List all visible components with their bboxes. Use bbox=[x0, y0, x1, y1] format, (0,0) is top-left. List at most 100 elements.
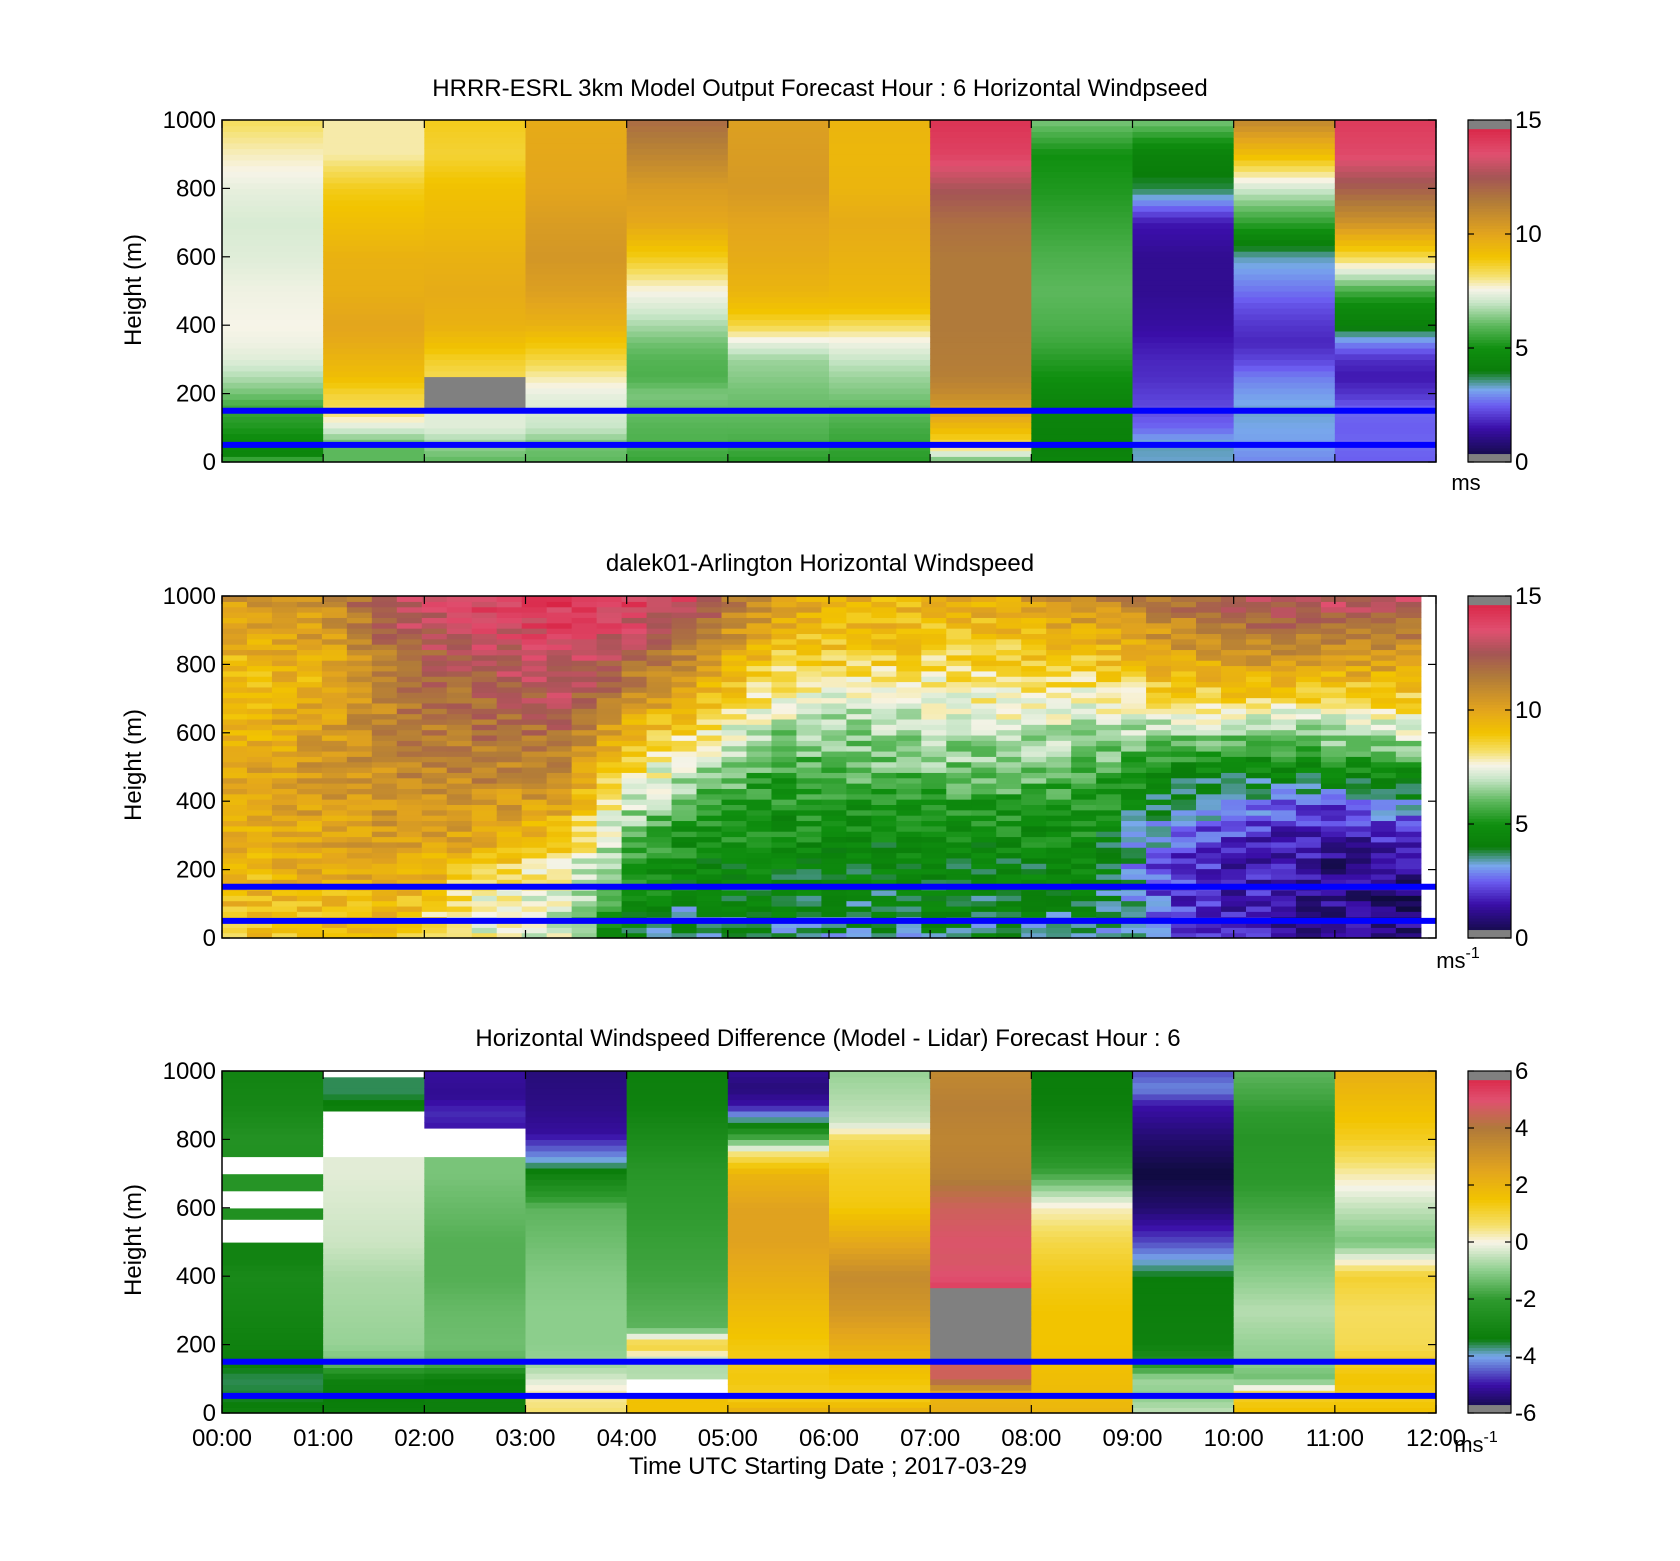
heatmap-cell bbox=[646, 836, 673, 843]
heatmap-cell bbox=[496, 836, 523, 843]
heatmap-cell bbox=[1334, 1401, 1437, 1408]
heatmap-cell bbox=[946, 628, 972, 635]
heatmap-cell bbox=[621, 852, 648, 859]
y-axis-label: Height (m) bbox=[120, 709, 147, 821]
heatmap-cell bbox=[671, 847, 698, 854]
heatmap-cell bbox=[946, 772, 972, 779]
heatmap-cell bbox=[446, 841, 473, 848]
heatmap-cell bbox=[1334, 450, 1437, 457]
heatmap-cell bbox=[1096, 868, 1122, 875]
heatmap-cell bbox=[271, 809, 298, 816]
heatmap-cell bbox=[1233, 285, 1336, 292]
heatmap-cell bbox=[525, 245, 628, 252]
colorbar-swatch bbox=[1468, 661, 1511, 665]
heatmap-cell bbox=[571, 921, 598, 928]
heatmap-cell bbox=[771, 809, 798, 816]
heatmap-cell bbox=[1132, 1219, 1235, 1226]
heatmap-cell bbox=[371, 809, 398, 816]
heatmap-cell bbox=[1132, 234, 1235, 241]
heatmap-cell bbox=[1096, 783, 1122, 789]
heatmap-cell bbox=[771, 697, 798, 704]
heatmap-cell bbox=[371, 815, 398, 822]
heatmap-cell bbox=[496, 676, 523, 683]
heatmap-cell bbox=[321, 638, 348, 645]
heatmap-cell bbox=[796, 628, 823, 635]
heatmap-cell bbox=[1245, 622, 1272, 629]
heatmap-cell bbox=[1221, 905, 1247, 912]
heatmap-cell bbox=[1021, 783, 1047, 789]
heatmap-cell bbox=[596, 745, 623, 752]
heatmap-cell bbox=[996, 873, 1022, 880]
colorbar-swatch bbox=[1468, 131, 1511, 135]
heatmap-cell bbox=[626, 159, 729, 167]
heatmap-cell bbox=[1233, 1116, 1336, 1123]
heatmap-cell bbox=[222, 665, 248, 672]
heatmap-cell bbox=[727, 330, 830, 338]
heatmap-cell bbox=[222, 1236, 324, 1243]
heatmap-cell bbox=[1233, 1287, 1336, 1294]
heatmap-cell bbox=[1320, 793, 1347, 800]
heatmap-cell bbox=[1146, 783, 1172, 789]
heatmap-cell bbox=[1245, 708, 1272, 715]
heatmap-cell bbox=[1320, 734, 1347, 741]
heatmap-cell bbox=[446, 815, 473, 822]
heatmap-cell bbox=[521, 665, 548, 672]
heatmap-cell bbox=[1320, 905, 1347, 912]
heatmap-cell bbox=[1233, 1219, 1336, 1226]
heatmap-cell bbox=[671, 654, 698, 661]
heatmap-cell bbox=[921, 772, 947, 779]
heatmap-cell bbox=[930, 1224, 1032, 1232]
heatmap-cell bbox=[746, 911, 773, 918]
heatmap-cell bbox=[546, 879, 573, 886]
heatmap-cell bbox=[1334, 120, 1437, 127]
heatmap-cell bbox=[746, 932, 773, 939]
heatmap-cell bbox=[424, 1270, 527, 1277]
heatmap-cell bbox=[671, 831, 698, 838]
heatmap-cell bbox=[521, 836, 548, 843]
heatmap-cell bbox=[896, 601, 922, 608]
heatmap-cell bbox=[471, 777, 498, 784]
heatmap-cell bbox=[1071, 809, 1097, 816]
heatmap-cell bbox=[1345, 633, 1372, 640]
heatmap-cell bbox=[346, 905, 373, 912]
heatmap-cell bbox=[871, 596, 897, 602]
heatmap-cell bbox=[930, 1105, 1032, 1112]
heatmap-cell bbox=[1146, 788, 1172, 795]
heatmap-cell bbox=[346, 681, 373, 688]
heatmap-cell bbox=[829, 188, 931, 195]
heatmap-cell bbox=[271, 836, 298, 843]
heatmap-cell bbox=[525, 1156, 628, 1163]
heatmap-cell bbox=[1320, 692, 1347, 699]
heatmap-cell bbox=[222, 1281, 324, 1289]
heatmap-cell bbox=[829, 211, 931, 218]
heatmap-cell bbox=[821, 889, 847, 896]
heatmap-cell bbox=[1334, 393, 1437, 400]
heatmap-cell bbox=[626, 313, 729, 321]
heatmap-cell bbox=[1334, 1179, 1437, 1186]
heatmap-cell bbox=[946, 606, 972, 613]
heatmap-cell bbox=[821, 718, 847, 725]
heatmap-cell bbox=[829, 125, 931, 132]
colorbar-swatch bbox=[1468, 1398, 1511, 1403]
heatmap-cell bbox=[296, 868, 323, 875]
heatmap-cell bbox=[571, 820, 598, 827]
heatmap-cell bbox=[546, 756, 573, 763]
heatmap-cell bbox=[421, 596, 448, 602]
heatmap-cell bbox=[321, 676, 348, 683]
heatmap-cell bbox=[571, 857, 598, 864]
heatmap-cell bbox=[1132, 1253, 1235, 1260]
x-ticks bbox=[221, 596, 1437, 938]
heatmap-cell bbox=[626, 1071, 729, 1078]
heatmap-cell bbox=[222, 194, 324, 201]
colorbar-swatch bbox=[1468, 892, 1511, 896]
heatmap-cell bbox=[1320, 847, 1347, 854]
heatmap-cell bbox=[946, 879, 972, 886]
heatmap-cell bbox=[471, 702, 498, 709]
heatmap-cell bbox=[771, 692, 798, 699]
colorbar-swatch bbox=[1468, 1293, 1511, 1297]
heatmap-cell bbox=[796, 649, 823, 656]
heatmap-cell bbox=[1096, 702, 1122, 709]
heatmap-cell bbox=[323, 1401, 425, 1408]
heatmap-cell bbox=[246, 895, 273, 902]
heatmap-cell bbox=[671, 670, 698, 677]
